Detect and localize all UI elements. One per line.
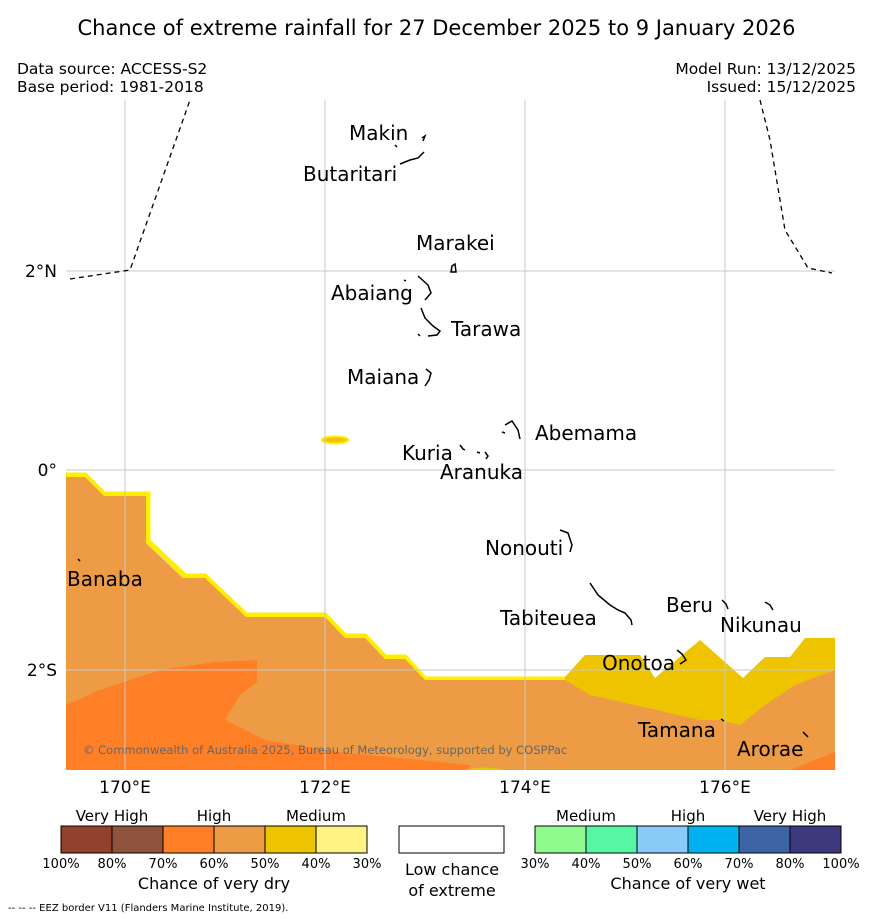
legend-wet-header-medium: Medium (556, 807, 616, 825)
legend-wet-swatch (738, 825, 791, 854)
legend-dry-swatch (60, 825, 113, 854)
legend-dry-tick: 40% (302, 857, 331, 872)
data-source: Data source: ACCESS-S2 (17, 60, 208, 78)
label-abemama: Abemama (535, 421, 637, 445)
island-banaba (77, 558, 81, 562)
label-makin: Makin (349, 121, 408, 145)
island-tabiteuea (589, 582, 633, 626)
legend-wet-tick: 70% (725, 857, 754, 872)
label-tamana: Tamana (637, 718, 716, 742)
legend-wet-tick: 30% (521, 857, 550, 872)
legend-wet-tick: 60% (674, 857, 703, 872)
zone-dry-medium-south (465, 767, 505, 770)
island-onotoa (676, 649, 688, 665)
island-marakei (450, 262, 457, 273)
issued-date: Issued: 15/12/2025 (706, 78, 856, 96)
legend-wet-tick: 50% (623, 857, 652, 872)
lon-label-176e: 176°E (699, 778, 751, 798)
lat-label-2s: 2°S (27, 661, 57, 681)
legend-dry-swatch (111, 825, 164, 854)
zone-dry-medium-blob (321, 435, 349, 445)
label-kuria: Kuria (402, 441, 453, 465)
lat-label-0: 0° (38, 461, 57, 481)
island-abemama (501, 420, 521, 440)
label-maiana: Maiana (347, 365, 419, 389)
meta-right: Model Run: 13/12/2025 Issued: 15/12/2025 (675, 60, 856, 96)
label-abaiang: Abaiang (331, 281, 413, 305)
lon-label-170e: 170°E (99, 778, 151, 798)
legend-dry-swatch (213, 825, 266, 854)
island-kuria (459, 444, 489, 460)
legend-wet-swatch (585, 825, 638, 854)
legend-wet-swatch (789, 825, 842, 854)
legend-dry-header-medium: Medium (286, 807, 346, 825)
eez-footer: -- -- -- EEZ border V11 (Flanders Marine… (8, 903, 288, 914)
legend-wet: Medium High Very High 30% 40% 50% 60% 70… (521, 807, 860, 893)
legend-dry-tick: 100% (42, 857, 79, 872)
island-abaiang (403, 275, 432, 301)
legend-wet-swatch (636, 825, 689, 854)
zone-dry-edge (66, 472, 565, 682)
legend-wet-header-high: High (671, 807, 705, 825)
label-butaritari: Butaritari (303, 162, 397, 186)
legend-wet-tick: 80% (776, 857, 805, 872)
legend-wet-swatch (687, 825, 740, 854)
legend-wet-tick: 100% (822, 857, 859, 872)
legend-dry-swatch (315, 825, 368, 854)
island-tarawa (417, 307, 442, 337)
legend-low-line1: Low chance (405, 860, 499, 879)
zone-dry-high-dark (66, 660, 470, 770)
label-tabiteuea: Tabiteuea (499, 606, 597, 630)
base-period: Base period: 1981-2018 (17, 78, 204, 96)
eez-border (69, 100, 833, 280)
legend-wet-header-very-high: Very High (754, 807, 827, 825)
grid-lines (66, 100, 835, 770)
legend-dry-tick: 50% (251, 857, 280, 872)
zone-dry-high (66, 477, 835, 770)
island-tamana (720, 718, 725, 722)
zone-dry-high-dark-se (790, 752, 835, 770)
legend-wet-tick: 40% (572, 857, 601, 872)
island-beru (721, 599, 729, 610)
island-maiana (424, 368, 432, 387)
lon-label-172e: 172°E (299, 778, 351, 798)
legend-low-line2: of extreme (408, 881, 495, 900)
map-copyright: © Commonwealth of Australia 2025, Bureau… (83, 743, 567, 757)
island-butaritari (394, 144, 425, 165)
model-run: Model Run: 13/12/2025 (675, 60, 856, 78)
legend-low: Low chance of extreme (398, 825, 505, 900)
page-title: Chance of extreme rainfall for 27 Decemb… (77, 16, 796, 40)
legend-dry-tick: 70% (149, 857, 178, 872)
legend-wet-title: Chance of very wet (610, 874, 765, 893)
legend-dry-header-high: High (197, 807, 231, 825)
legend-dry-header-very-high: Very High (76, 807, 149, 825)
island-outlines (77, 134, 809, 738)
legend-dry-tick: 80% (98, 857, 127, 872)
legend-low-swatch (398, 825, 505, 854)
legend-dry-swatch (162, 825, 215, 854)
legend-dry-tick: 30% (353, 857, 382, 872)
island-nikunau (764, 601, 774, 611)
island-nonouti (559, 529, 573, 553)
label-aranuka: Aranuka (440, 460, 523, 484)
legend-dry: Very High High Medium 100% 80% 70% 60% 5… (42, 807, 381, 893)
label-nonouti: Nonouti (485, 536, 563, 560)
legend-dry-tick: 60% (200, 857, 229, 872)
lon-label-174e: 174°E (499, 778, 551, 798)
label-marakei: Marakei (416, 231, 495, 255)
legend-wet-swatch (534, 825, 587, 854)
legend-dry-title: Chance of very dry (138, 874, 290, 893)
label-beru: Beru (666, 593, 713, 617)
meta-left: Data source: ACCESS-S2 Base period: 1981… (17, 60, 207, 96)
island-makin (421, 134, 427, 142)
lat-label-2n: 2°N (25, 262, 57, 282)
label-arorae: Arorae (737, 737, 803, 761)
legend-dry-swatch (264, 825, 317, 854)
label-tarawa: Tarawa (450, 317, 521, 341)
label-nikunau: Nikunau (720, 613, 802, 637)
label-banaba: Banaba (67, 567, 143, 591)
label-onotoa: Onotoa (602, 651, 675, 675)
island-arorae (802, 731, 809, 738)
